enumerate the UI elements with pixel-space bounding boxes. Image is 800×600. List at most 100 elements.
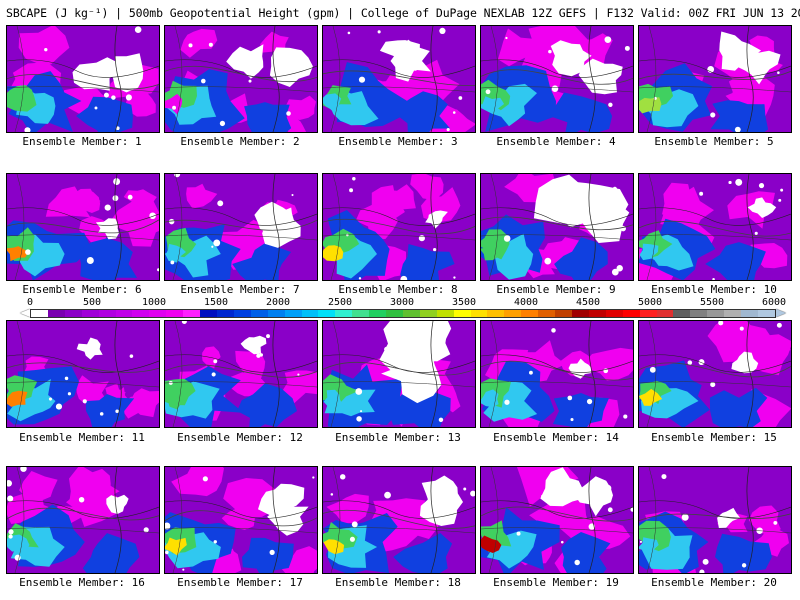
colorbar-tick-label: 4000: [513, 297, 539, 308]
sbcape-map-15: [639, 321, 791, 427]
sbcape-map-2: [165, 26, 317, 132]
colorbar-swatch: [47, 310, 65, 317]
colorbar-swatch: [216, 310, 234, 317]
colorbar-swatch: [572, 310, 589, 317]
colorbar-swatch: [183, 310, 201, 317]
ensemble-panel-18: [322, 466, 476, 574]
ensemble-panel-11: [6, 320, 160, 428]
colorbar-swatch: [470, 310, 488, 317]
colorbar-swatch: [335, 310, 353, 317]
ensemble-panel-8: [322, 173, 476, 281]
colorbar-min-arrow: [20, 309, 30, 317]
colorbar-swatch: [555, 310, 572, 317]
colorbar-swatch: [622, 310, 640, 317]
colorbar-tick-label: 2500: [327, 297, 353, 308]
ensemble-member-label: Ensemble Member: 20: [651, 576, 777, 589]
colorbar-swatch: [98, 310, 116, 317]
ensemble-panel-15: [638, 320, 792, 428]
colorbar-swatch: [605, 310, 623, 317]
sbcape-map-1: [7, 26, 159, 132]
colorbar-swatch: [301, 310, 319, 317]
ensemble-member-label: Ensemble Member: 18: [335, 576, 461, 589]
ensemble-panel-19: [480, 466, 634, 574]
colorbar-swatch: [352, 310, 370, 317]
sbcape-map-7: [165, 174, 317, 280]
ensemble-member-label: Ensemble Member: 15: [651, 431, 777, 444]
ensemble-member-label: Ensemble Member: 2: [180, 135, 300, 148]
colorbar-tick-label: 5000: [637, 297, 663, 308]
ensemble-member-label: Ensemble Member: 1: [22, 135, 142, 148]
colorbar-swatch: [741, 310, 758, 317]
colorbar-swatch: [521, 310, 539, 317]
sbcape-map-12: [165, 321, 317, 427]
colorbar-swatch: [250, 310, 268, 317]
colorbar-tick-label: 6000: [761, 297, 787, 308]
colorbar-swatch: [132, 310, 150, 317]
sbcape-map-4: [481, 26, 633, 132]
colorbar-tick-label: 4500: [575, 297, 601, 308]
ensemble-panel-9: [480, 173, 634, 281]
ensemble-member-label: Ensemble Member: 9: [496, 283, 616, 296]
colorbar-swatch: [724, 310, 742, 317]
ensemble-panel-5: [638, 25, 792, 133]
colorbar-swatch: [402, 310, 420, 317]
map-title: SBCAPE (J kg⁻¹) | 500mb Geopotential Hei…: [6, 6, 800, 20]
colorbar-tick-label: 2000: [265, 297, 291, 308]
colorbar-swatch: [453, 310, 471, 317]
sbcape-map-10: [639, 174, 791, 280]
ensemble-member-label: Ensemble Member: 5: [654, 135, 774, 148]
colorbar-tick-label: 5500: [699, 297, 725, 308]
sbcape-map-19: [481, 467, 633, 573]
sbcape-map-14: [481, 321, 633, 427]
sbcape-map-8: [323, 174, 475, 280]
ensemble-member-label: Ensemble Member: 3: [338, 135, 458, 148]
colorbar-swatch: [487, 310, 505, 317]
colorbar-swatch: [386, 310, 403, 317]
ensemble-member-label: Ensemble Member: 19: [493, 576, 619, 589]
ensemble-member-label: Ensemble Member: 6: [22, 283, 142, 296]
colorbar-swatch: [504, 310, 522, 317]
sbcape-map-18: [323, 467, 475, 573]
colorbar-swatch: [64, 310, 82, 317]
ensemble-member-label: Ensemble Member: 7: [180, 283, 300, 296]
ensemble-panel-20: [638, 466, 792, 574]
colorbar-swatch: [200, 310, 217, 317]
colorbar-swatch: [31, 310, 48, 317]
colorbar-swatch: [115, 310, 133, 317]
ensemble-panel-2: [164, 25, 318, 133]
sbcape-map-17: [165, 467, 317, 573]
colorbar-swatch: [436, 310, 454, 317]
colorbar-swatch: [656, 310, 674, 317]
colorbar-swatch: [166, 310, 184, 317]
sbcape-map-20: [639, 467, 791, 573]
colorbar-swatch: [81, 310, 99, 317]
sbcape-map-6: [7, 174, 159, 280]
ensemble-panel-6: [6, 173, 160, 281]
sbcape-map-9: [481, 174, 633, 280]
ensemble-panel-17: [164, 466, 318, 574]
ensemble-panel-3: [322, 25, 476, 133]
colorbar-swatch: [233, 310, 251, 317]
colorbar-swatch: [369, 310, 387, 317]
colorbar-tick-label: 1500: [203, 297, 229, 308]
colorbar-tick-label: 1000: [141, 297, 167, 308]
colorbar-swatch: [149, 310, 167, 317]
colorbar-swatch: [639, 310, 657, 317]
ensemble-member-label: Ensemble Member: 17: [177, 576, 303, 589]
ensemble-member-label: Ensemble Member: 4: [496, 135, 616, 148]
ensemble-panel-10: [638, 173, 792, 281]
colorbar-tick-label: 3000: [389, 297, 415, 308]
ensemble-member-label: Ensemble Member: 8: [338, 283, 458, 296]
colorbar-swatch: [419, 310, 437, 317]
ensemble-panel-13: [322, 320, 476, 428]
colorbar-swatch: [588, 310, 606, 317]
colorbar-swatch: [538, 310, 556, 317]
colorbar-tick-label: 3500: [451, 297, 477, 308]
colorbar-tick-label: 500: [82, 297, 102, 308]
ensemble-member-label: Ensemble Member: 10: [651, 283, 777, 296]
ensemble-panel-1: [6, 25, 160, 133]
colorbar-swatch: [707, 310, 725, 317]
ensemble-panel-4: [480, 25, 634, 133]
colorbar-swatch: [690, 310, 708, 317]
sbcape-map-13: [323, 321, 475, 427]
